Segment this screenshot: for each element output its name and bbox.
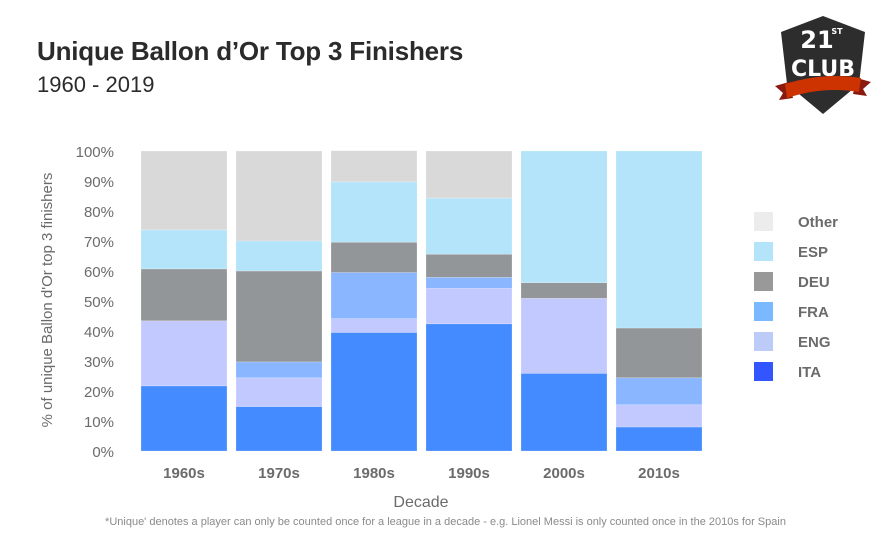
chart-subtitle: 1960 - 2019 (37, 72, 155, 97)
y-tick-label: 0% (92, 444, 114, 461)
legend-item-fra[interactable]: FRA (754, 302, 829, 321)
y-tick-label: 30% (84, 354, 114, 371)
x-tick-label: 2010s (638, 465, 680, 482)
logo-number: 21 (800, 26, 833, 54)
bar-stack-1980s (330, 150, 418, 452)
bar-segment-fra-1980s[interactable] (330, 272, 418, 320)
bar-segment-eng-1960s[interactable] (140, 320, 228, 387)
legend-label: ESP (798, 244, 828, 261)
bar-segment-esp-1980s[interactable] (330, 181, 418, 243)
bar-segment-eng-2010s[interactable] (615, 404, 703, 428)
x-tick-label: 1980s (353, 465, 395, 482)
y-tick-label: 90% (84, 174, 114, 191)
bar-segment-eng-2000s[interactable] (520, 297, 608, 374)
bar-segment-ita-1980s[interactable] (330, 332, 418, 452)
bar-segment-deu-1980s[interactable] (330, 241, 418, 273)
bars (140, 150, 703, 452)
bar-segment-esp-1970s[interactable] (235, 240, 323, 272)
bar-stack-2000s (520, 150, 608, 452)
chart-title: Unique Ballon d’Or Top 3 Finishers (37, 36, 464, 66)
y-axis-title: % of unique Ballon d'Or top 3 finishers (39, 173, 56, 428)
legend-label: Other (798, 214, 838, 231)
y-tick-label: 80% (84, 204, 114, 221)
bar-stack-2010s (615, 150, 703, 452)
legend: Other ESP DEU FRA ENG ITA (754, 212, 838, 381)
bar-segment-deu-2010s[interactable] (615, 327, 703, 379)
bar-segment-ita-2000s[interactable] (520, 372, 608, 452)
legend-swatch (754, 362, 773, 381)
legend-swatch (754, 332, 773, 351)
y-tick-label: 20% (84, 384, 114, 401)
bar-segment-esp-2010s[interactable] (615, 150, 703, 329)
bar-segment-esp-1990s[interactable] (425, 197, 513, 255)
logo-superscript: ST (831, 27, 843, 36)
ribbon-icon (785, 76, 861, 98)
bar-segment-deu-1990s[interactable] (425, 253, 513, 278)
legend-label: DEU (798, 274, 830, 291)
legend-label: ITA (798, 364, 821, 381)
bar-segment-fra-1970s[interactable] (235, 361, 323, 379)
y-axis-title-group: % of unique Ballon d'Or top 3 finishers (39, 173, 56, 428)
y-tick-label: 60% (84, 264, 114, 281)
bar-segment-eng-1990s[interactable] (425, 288, 513, 325)
legend-swatch (754, 212, 773, 231)
y-tick-label: 50% (84, 294, 114, 311)
bar-segment-deu-2000s[interactable] (520, 282, 608, 299)
bar-stack-1990s (425, 150, 513, 452)
21st-club-logo: 21 ST CLUB (775, 16, 871, 114)
bar-segment-other-1970s[interactable] (235, 150, 323, 242)
bar-segment-eng-1980s[interactable] (330, 318, 418, 333)
bar-segment-esp-2000s[interactable] (520, 150, 608, 283)
x-tick-label: 1970s (258, 465, 300, 482)
bar-segment-other-1960s[interactable] (140, 150, 228, 231)
bar-segment-ita-1990s[interactable] (425, 323, 513, 452)
legend-item-esp[interactable]: ESP (754, 242, 828, 261)
y-tick-label: 10% (84, 414, 114, 431)
x-tick-label: 2000s (543, 465, 585, 482)
legend-item-other[interactable]: Other (754, 212, 838, 231)
legend-item-eng[interactable]: ENG (754, 332, 831, 351)
legend-swatch (754, 302, 773, 321)
legend-item-ita[interactable]: ITA (754, 362, 821, 381)
bar-segment-other-1990s[interactable] (425, 150, 513, 199)
legend-label: FRA (798, 304, 829, 321)
bar-segment-ita-1960s[interactable] (140, 385, 228, 452)
legend-item-deu[interactable]: DEU (754, 272, 830, 291)
y-tick-label: 100% (76, 144, 114, 161)
x-tick-label: 1960s (163, 465, 205, 482)
bar-stack-1970s (235, 150, 323, 452)
bar-segment-eng-1970s[interactable] (235, 377, 323, 407)
footnote: *Unique' denotes a player can only be co… (105, 516, 786, 528)
bar-segment-deu-1970s[interactable] (235, 270, 323, 363)
legend-label: ENG (798, 334, 831, 351)
bar-stack-1960s (140, 150, 228, 452)
bar-segment-fra-2010s[interactable] (615, 377, 703, 406)
y-tick-label: 40% (84, 324, 114, 341)
bar-segment-ita-2010s[interactable] (615, 426, 703, 452)
bar-segment-fra-1990s[interactable] (425, 276, 513, 289)
bar-segment-ita-1970s[interactable] (235, 406, 323, 452)
x-axis-title: Decade (393, 494, 448, 511)
bar-segment-other-1980s[interactable] (330, 150, 418, 183)
bar-segment-deu-1960s[interactable] (140, 268, 228, 322)
legend-swatch (754, 272, 773, 291)
stacked-bar-chart: % of unique Ballon d'Or top 3 finishers … (39, 144, 838, 511)
x-tick-label: 1990s (448, 465, 490, 482)
bar-segment-esp-1960s[interactable] (140, 229, 228, 270)
x-axis-ticks: 1960s 1970s 1980s 1990s 2000s 2010s (163, 465, 680, 482)
y-axis-ticks: 0% 10% 20% 30% 40% 50% 60% 70% 80% 90% 100% (76, 144, 114, 461)
legend-swatch (754, 242, 773, 261)
y-tick-label: 70% (84, 234, 114, 251)
